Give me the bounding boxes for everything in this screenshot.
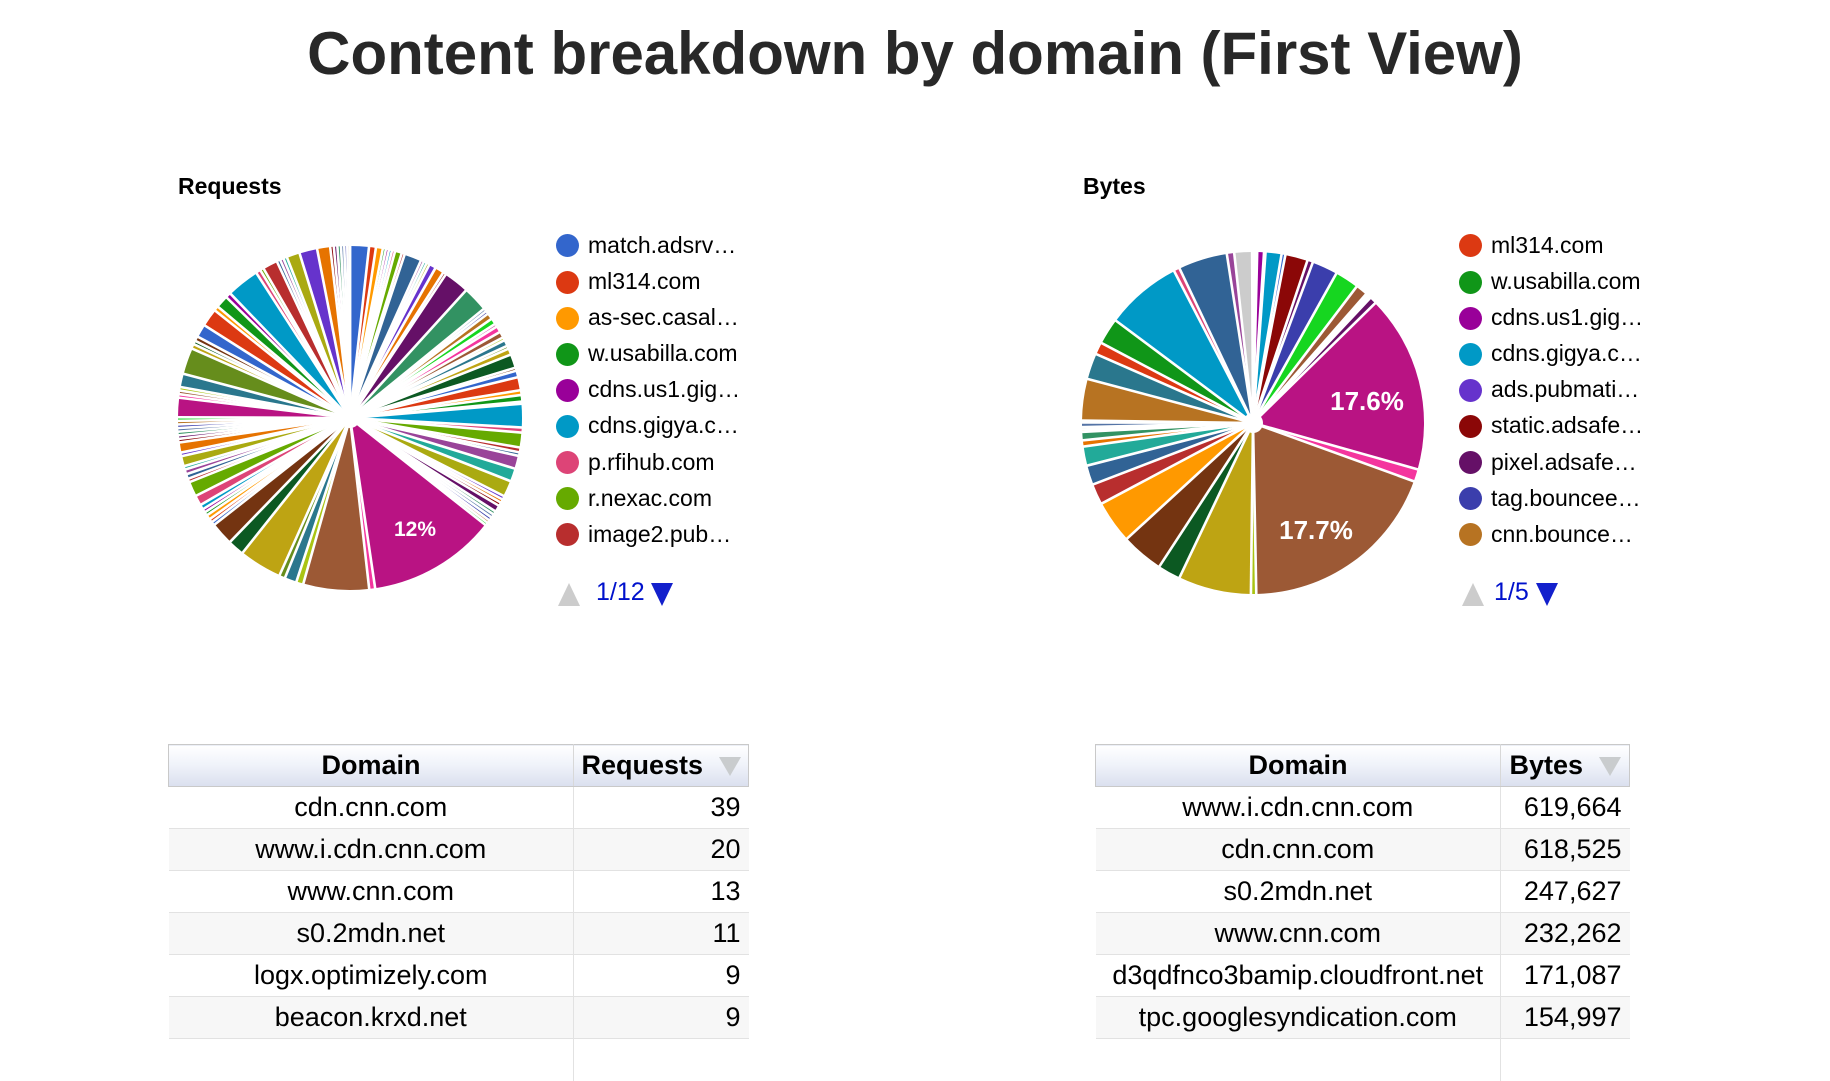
svg-text:12%: 12% — [394, 518, 436, 541]
svg-text:17.6%: 17.6% — [1330, 386, 1404, 416]
svg-text:17.7%: 17.7% — [1279, 515, 1353, 545]
